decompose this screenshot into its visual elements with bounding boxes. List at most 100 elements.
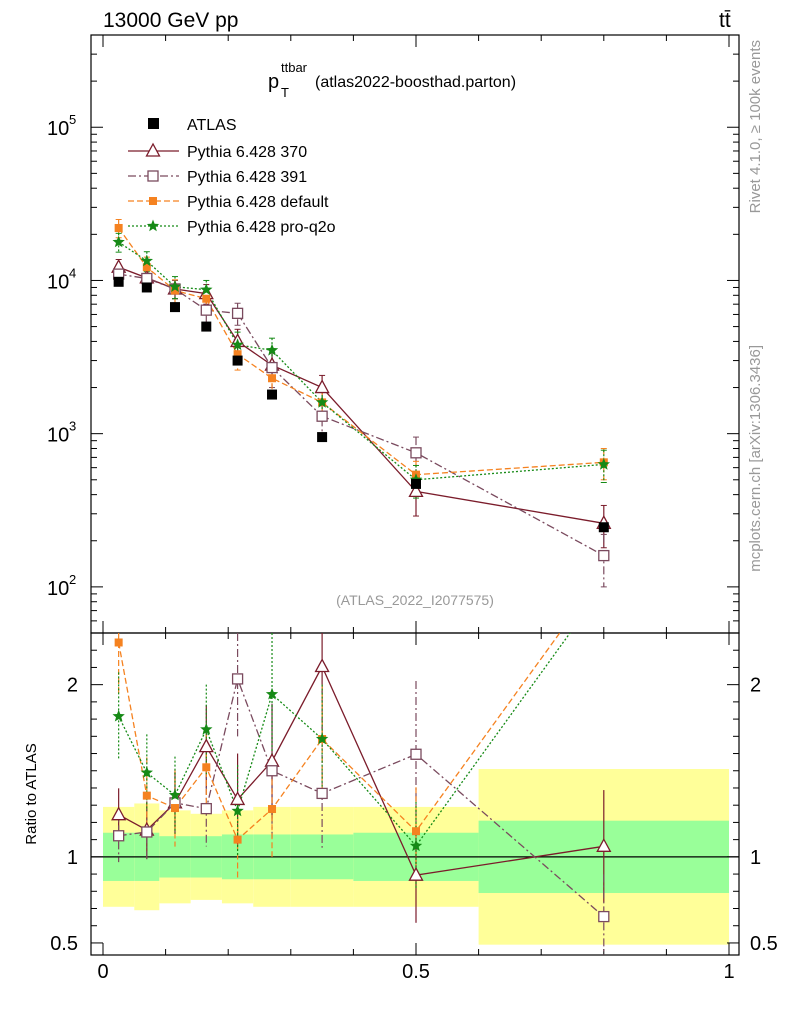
ratio-point-2 [170,804,179,813]
data-point-atlas [267,389,278,400]
ratio-point-0 [111,806,127,821]
ratio-point-1 [113,830,125,842]
side-label-mcplots: mcplots.cern.ch [arXiv:1306.3436] [747,345,764,572]
legend-marker-1 [147,170,159,182]
ratio-point-3 [265,687,279,700]
series-point-2 [142,263,151,272]
y-tick-label-ratio: 1 [67,847,78,869]
legend: ATLAS Pythia 6.428 370 Pythia 6.428 391 Pyt… [128,117,336,236]
series-point-1 [410,447,422,459]
x-tick-labels: 0 0.5 1 [97,961,734,983]
ratio-point-2 [142,791,151,800]
data-point-atlas [317,432,328,443]
ratio-point-3 [315,732,329,745]
legend-marker-3 [146,219,160,232]
ratio-point-0 [408,866,424,881]
legend-label-0: Pythia 6.428 370 [187,144,307,161]
y-tick-label-main: 10 [47,118,69,140]
data-point-atlas [141,282,152,293]
series-point-1 [231,307,244,319]
ratio-point-0 [314,658,330,673]
legend-label-atlas: ATLAS [187,117,237,134]
ratio-plot-frame [90,632,740,956]
ratio-point-3 [112,709,125,722]
series-point-2 [202,294,211,303]
x-tick-label: 0 [97,961,108,983]
ratio-point-3 [168,788,182,801]
series-point-3 [231,338,244,351]
ratio-line-1 [118,676,605,918]
series-point-1 [266,361,278,374]
ratio-point-1 [200,802,212,815]
ratio-point-3 [231,804,244,817]
data-point-atlas [169,302,180,313]
data-point-atlas [113,276,124,287]
series-point-3 [112,235,125,248]
series-point-3 [200,283,213,295]
legend-label-1: Pythia 6.428 391 [187,169,307,186]
y-tick-label-main: 10 [47,578,69,600]
ratio-point-1 [316,787,328,800]
legend-marker-2 [149,197,157,205]
legend-marker-atlas [148,118,159,129]
series-point-1 [141,272,153,285]
ratio-point-3 [200,722,213,735]
ratio-point-2 [268,805,277,814]
y-tick-exp-main: 5 [69,112,76,127]
series-line-3 [118,241,604,481]
chart-title-sup: ttbar [281,60,308,75]
side-label-rivet: Rivet 4.1.0, ≥ 100k events [747,40,764,213]
series-point-2 [114,223,123,232]
series-line-0 [118,266,604,524]
series-point-2 [233,350,242,359]
y-tick-label-main: 10 [47,271,69,293]
ratio-point-1 [231,673,244,685]
ratio-uncertainty-bands [91,769,739,945]
ratio-point-3 [409,839,423,852]
data-point-atlas [201,321,212,332]
series-point-3 [597,457,610,470]
legend-marker-0 [145,142,161,157]
ratio-point-0 [596,837,612,852]
ratio-series-group [111,633,612,955]
series-point-3 [315,395,329,408]
ratio-point-0 [198,738,214,753]
y-tick-label-ratio: 0.5 [50,933,78,955]
axes-ticks [91,34,739,955]
y-tick-label-ratio-right: 2 [750,675,761,697]
y-tick-exp-main: 4 [69,265,76,280]
data-point-atlas [411,478,421,489]
chart-title-main: p [268,71,279,93]
data-point-atlas [232,355,243,366]
series-point-1 [598,549,610,562]
series-point-2 [170,286,179,295]
series-point-0 [408,483,424,498]
legend-label-3: Pythia 6.428 pro-q2o [187,219,336,236]
y-tick-exp-main: 2 [69,572,76,587]
y-tick-label-main: 10 [47,425,69,447]
series-point-3 [140,254,153,267]
ratio-point-2 [114,638,123,647]
series-point-3 [168,280,182,292]
ratio-point-1 [598,910,610,923]
chart-title-rest: (atlas2022-boosthad.parton) [315,74,516,91]
ratio-point-1 [266,765,278,777]
series-point-1 [200,304,212,316]
ratio-point-3 [140,766,153,778]
y-tick-label-ratio-right: 0.5 [750,933,778,955]
series-point-3 [265,343,279,356]
legend-label-2: Pythia 6.428 default [187,194,329,211]
ratio-point-2 [202,763,211,772]
analysis-watermark: (ATLAS_2022_I2077575) [336,592,494,608]
chart-title-sub: T [281,85,289,100]
y-tick-exp-main: 3 [69,419,76,434]
y-tick-label-ratio: 2 [67,675,78,697]
series-point-2 [268,374,277,383]
x-tick-label: 0.5 [402,961,430,983]
ratio-axis-label: Ratio to ATLAS [23,743,40,844]
x-tick-label: 1 [723,961,734,983]
series-line-1 [118,273,605,557]
series-point-0 [314,379,330,394]
